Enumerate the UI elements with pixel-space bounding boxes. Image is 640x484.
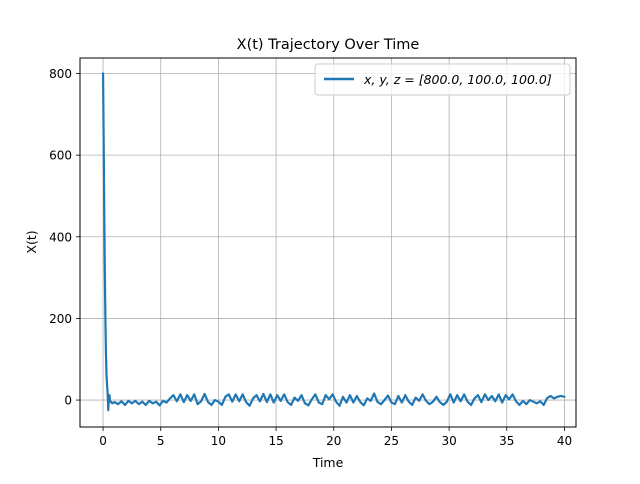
series-layer [101, 72, 566, 412]
legend: x, y, z = [800.0, 100.0, 100.0] [314, 63, 571, 96]
y-tick-label: 0 [64, 394, 72, 408]
y-tick-label: 800 [49, 67, 72, 81]
y-tick-label: 200 [49, 312, 72, 326]
x-tick-label: 40 [557, 434, 572, 448]
chart-title: X(t) Trajectory Over Time [237, 37, 420, 53]
x-tick-label: 10 [211, 434, 226, 448]
legend-label: x, y, z = [800.0, 100.0, 100.0] [363, 72, 552, 87]
plot-frame [79, 57, 577, 428]
x-tick-label: 35 [499, 434, 514, 448]
x-tick-label: 25 [384, 434, 399, 448]
y-tick-label: 600 [49, 149, 72, 163]
x-tick-label: 15 [268, 434, 283, 448]
legend-box [314, 63, 571, 96]
y-tick-label: 400 [49, 230, 72, 244]
x-axis-label: Time [312, 455, 344, 470]
x-tick-label: 5 [157, 434, 165, 448]
x-tick-label: 30 [441, 434, 456, 448]
series-line [101, 72, 566, 412]
y-axis-label: X(t) [24, 230, 39, 253]
x-tick-label: 0 [99, 434, 107, 448]
x-tick-label: 20 [326, 434, 341, 448]
